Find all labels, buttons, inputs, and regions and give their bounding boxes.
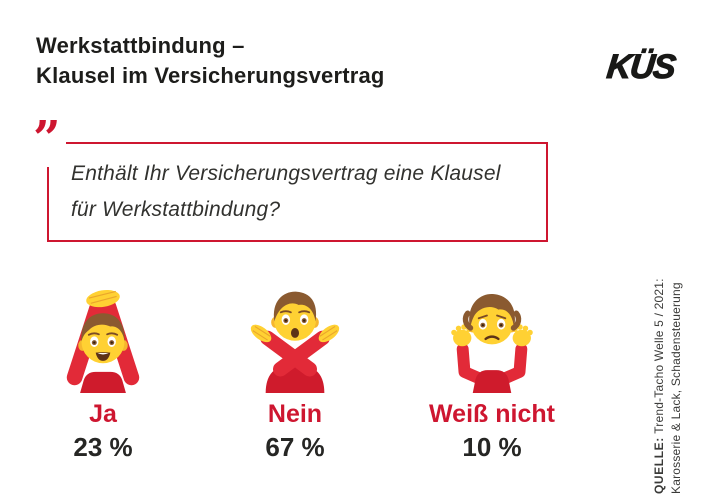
answer-weiss-nicht: Weiß nicht 10 % — [407, 283, 577, 462]
answer-value: 10 % — [462, 432, 522, 462]
answer-value: 23 % — [73, 432, 133, 462]
person-gesturing-no-emoji — [250, 291, 340, 393]
person-shrugging-emoji — [451, 293, 533, 393]
person-gesturing-ok-emoji — [66, 290, 140, 393]
title-line-1: Werkstattbindung – — [36, 33, 245, 58]
quote-icon: ” — [31, 113, 66, 167]
source-line-1: QUELLE: Trend-Tacho Welle 5 / 2021: — [652, 278, 666, 494]
answer-nein: Nein 67 % — [210, 283, 380, 462]
page-title: Werkstattbindung – Klausel im Versicheru… — [36, 31, 385, 91]
question-box: ” Enthält Ihr Versicherungsvertrag eine … — [31, 113, 548, 242]
question-text: Enthält Ihr Versicherungsvertrag eine Kl… — [71, 156, 534, 228]
answer-value: 67 % — [265, 432, 325, 462]
answer-ja: Ja 23 % — [18, 283, 188, 462]
question-line-2: für Werkstattbindung? — [71, 198, 281, 221]
answer-icon-holder — [18, 283, 188, 393]
answer-label: Nein — [267, 400, 323, 428]
source-prefix: QUELLE: — [652, 437, 666, 494]
source-line-2: Karosserie & Lack, Schadensteuerung — [669, 282, 683, 494]
answer-label: Weiß nicht — [429, 400, 555, 428]
answer-icon-holder — [407, 283, 577, 393]
source-line-1-rest: Trend-Tacho Welle 5 / 2021: — [652, 278, 666, 438]
kues-logo: KÜS — [604, 47, 677, 86]
question-line-1: Enthält Ihr Versicherungsvertrag eine Kl… — [71, 162, 501, 185]
answer-icon-holder — [210, 283, 380, 393]
answer-label: Ja — [89, 400, 117, 428]
title-line-2: Klausel im Versicherungsvertrag — [36, 63, 385, 88]
source-note: QUELLE: Trend-Tacho Welle 5 / 2021: Karo… — [651, 242, 685, 494]
